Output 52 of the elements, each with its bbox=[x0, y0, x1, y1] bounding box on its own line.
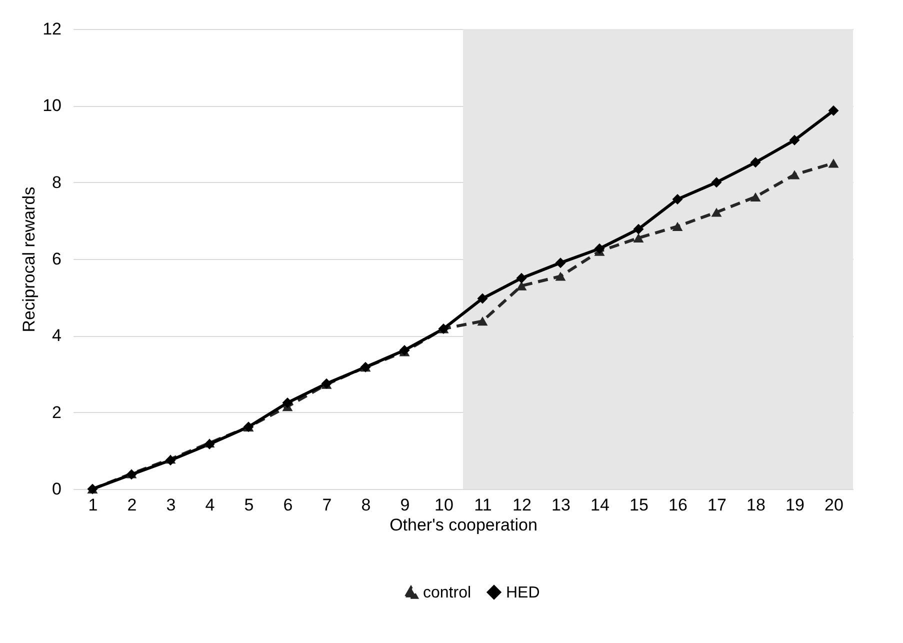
point bbox=[516, 272, 527, 284]
point bbox=[477, 316, 488, 326]
point bbox=[711, 177, 722, 188]
point bbox=[711, 208, 722, 217]
x-tick-label: 19 bbox=[786, 496, 804, 514]
x-tick-label: 10 bbox=[434, 496, 454, 514]
y-tick-label: 6 bbox=[52, 250, 62, 268]
point bbox=[789, 170, 800, 180]
point bbox=[672, 222, 683, 231]
point bbox=[672, 194, 683, 204]
x-axis-title: Other's cooperation bbox=[390, 516, 538, 534]
point bbox=[828, 105, 839, 116]
y-tick-label: 0 bbox=[52, 480, 62, 498]
point bbox=[633, 233, 644, 242]
x-tick-label: 9 bbox=[400, 496, 410, 514]
point bbox=[555, 272, 566, 281]
y-tick-label: 12 bbox=[42, 20, 62, 38]
x-tick-label: 4 bbox=[205, 496, 215, 514]
point bbox=[516, 281, 527, 290]
x-tick-label: 13 bbox=[552, 496, 570, 514]
x-tick-label: 14 bbox=[590, 496, 610, 514]
x-tick-label: 17 bbox=[708, 496, 726, 514]
x-tick-label: 8 bbox=[361, 496, 371, 514]
x-tick-label: 18 bbox=[746, 496, 766, 514]
point bbox=[282, 398, 293, 408]
x-tick-label: 6 bbox=[283, 496, 293, 514]
legend-label: control bbox=[423, 584, 472, 602]
point bbox=[789, 134, 800, 146]
x-tick-label: 1 bbox=[88, 496, 98, 514]
x-tick-label: 16 bbox=[668, 496, 688, 514]
point bbox=[633, 224, 644, 234]
y-tick-label: 8 bbox=[52, 172, 62, 192]
y-tick-label: 4 bbox=[52, 326, 62, 346]
point bbox=[750, 157, 761, 168]
point bbox=[828, 158, 839, 168]
x-tick-label: 5 bbox=[244, 496, 254, 514]
point bbox=[555, 258, 566, 268]
x-tick-label: 2 bbox=[127, 496, 137, 514]
point bbox=[750, 192, 761, 202]
x-tick-label: 20 bbox=[824, 496, 844, 514]
y-tick-label: 10 bbox=[42, 96, 62, 116]
legend-label: HED bbox=[506, 584, 540, 602]
y-axis-title: Reciprocal rewards bbox=[20, 186, 39, 332]
y-tick-label: 2 bbox=[52, 402, 62, 422]
point bbox=[399, 344, 410, 356]
point bbox=[477, 293, 488, 304]
x-tick-label: 7 bbox=[322, 496, 332, 514]
x-tick-label: 11 bbox=[474, 496, 492, 514]
x-tick-label: 15 bbox=[630, 496, 648, 514]
point bbox=[594, 243, 605, 254]
x-tick-label: 3 bbox=[166, 496, 176, 514]
x-tick-label: 12 bbox=[512, 496, 532, 514]
